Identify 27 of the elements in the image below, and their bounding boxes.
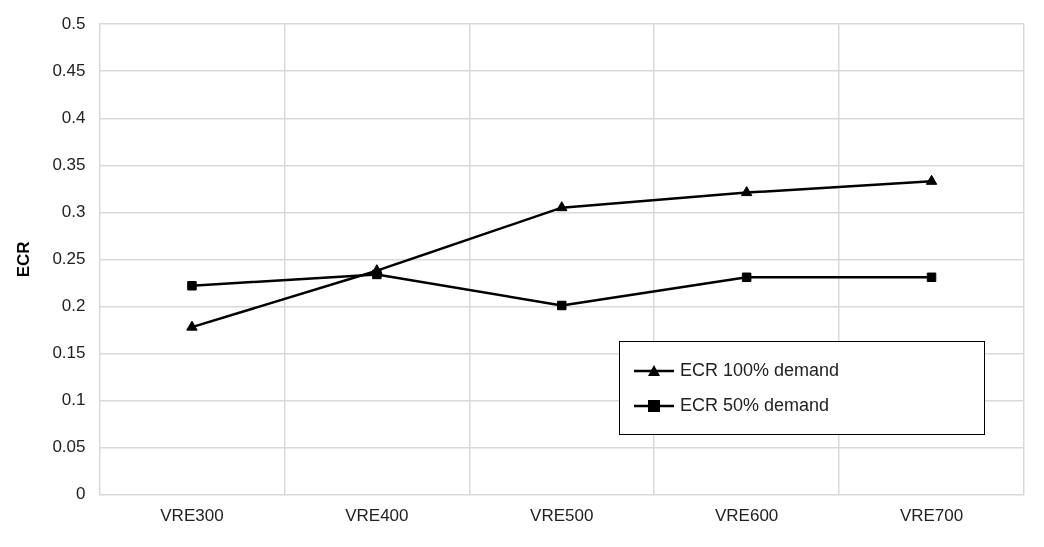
- y-tick-label: 0.45: [52, 60, 86, 80]
- x-tick-label: VRE600: [714, 506, 779, 526]
- x-tick-label: VRE400: [345, 506, 409, 526]
- legend-label: ECR 50% demand: [680, 395, 830, 416]
- y-tick-label: 0.2: [61, 296, 86, 316]
- y-tick-label: 0.5: [61, 13, 86, 33]
- point: [926, 272, 937, 283]
- point: [371, 264, 383, 275]
- legend-label: ECR 100% demand: [680, 360, 840, 381]
- point: [741, 272, 752, 283]
- point: [740, 186, 753, 197]
- x-tick-label: VRE700: [899, 506, 964, 526]
- y-tick-label: 0.3: [61, 202, 86, 222]
- point: [556, 201, 568, 212]
- y-tick-label: 0.4: [61, 107, 86, 127]
- y-tick-label: 0.05: [52, 437, 86, 457]
- y-tick-label: 0.25: [52, 249, 86, 269]
- y-tick-label: 0.15: [52, 343, 86, 363]
- y-axis-title: ECR: [13, 241, 33, 278]
- x-tick-label: VRE500: [530, 506, 594, 526]
- y-tick-label: 0.1: [61, 390, 86, 410]
- x-tick-label: VRE300: [160, 506, 224, 526]
- y-tick-label: 0.35: [52, 155, 86, 175]
- point: [187, 281, 197, 291]
- point: [925, 174, 938, 185]
- point: [557, 300, 567, 311]
- y-tick-label: 0: [76, 484, 86, 504]
